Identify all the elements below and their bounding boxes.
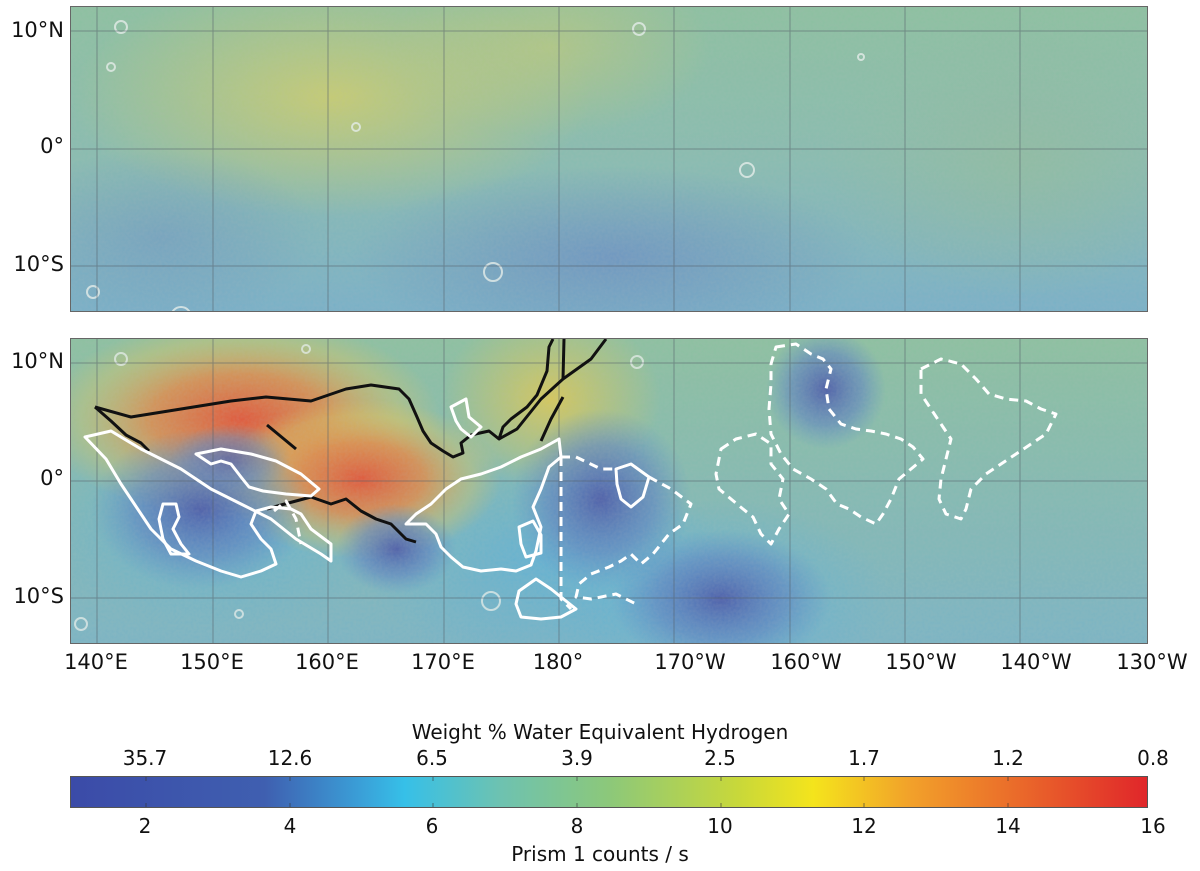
map-panel-top bbox=[70, 6, 1148, 312]
colorbar-top-tick: 6.5 bbox=[416, 746, 448, 770]
colorbar-bottom-tick: 12 bbox=[851, 814, 877, 838]
x-tick-label: 130°W bbox=[1116, 650, 1188, 674]
colorbar-top-tick: 12.6 bbox=[267, 746, 313, 770]
white-dashed-unit-outline bbox=[273, 342, 1058, 611]
x-tick-label: 160°E bbox=[295, 650, 359, 674]
colorbar-bottom-tick: 4 bbox=[283, 814, 297, 838]
colorbar bbox=[70, 776, 1148, 808]
colorbar-bottom-tick: 6 bbox=[425, 814, 439, 838]
black-unit-outline bbox=[94, 339, 608, 544]
y-tick-label-10s-bottom: 10°S bbox=[13, 584, 64, 608]
y-tick-label-10s-top: 10°S bbox=[13, 252, 64, 276]
white-unit-outline bbox=[83, 397, 651, 621]
colorbar-bottom-tick: 2 bbox=[138, 814, 152, 838]
x-tick-label: 160°W bbox=[770, 650, 842, 674]
map-panel-bottom bbox=[70, 338, 1148, 644]
colorbar-top-tick: 35.7 bbox=[122, 746, 168, 770]
x-tick-label: 150°E bbox=[180, 650, 244, 674]
colorbar-bottom-tick: 10 bbox=[707, 814, 733, 838]
x-tick-label: 180° bbox=[532, 650, 584, 674]
x-tick-label: 170°W bbox=[654, 650, 726, 674]
colorbar-top-tick: 1.7 bbox=[848, 746, 880, 770]
x-tick-label: 170°E bbox=[411, 650, 475, 674]
colorbar-top-tick: 2.5 bbox=[704, 746, 736, 770]
x-tick-label: 150°W bbox=[885, 650, 957, 674]
x-tick-label: 140°E bbox=[64, 650, 128, 674]
colorbar-title: Weight % Water Equivalent Hydrogen bbox=[411, 720, 789, 744]
colorbar-axis-label: Prism 1 counts / s bbox=[511, 842, 689, 866]
hydrogen-map-bottom bbox=[71, 339, 1147, 643]
y-tick-label-0-bottom: 0° bbox=[40, 466, 64, 490]
colorbar-bottom-tick: 14 bbox=[995, 814, 1021, 838]
hydrogen-map-top bbox=[71, 7, 1147, 311]
y-tick-label-0-top: 0° bbox=[40, 134, 64, 158]
y-tick-label-10n-bottom: 10°N bbox=[11, 349, 64, 373]
colorbar-top-tick: 3.9 bbox=[561, 746, 593, 770]
colorbar-top-tick: 1.2 bbox=[992, 746, 1024, 770]
colorbar-bottom-tick: 16 bbox=[1140, 814, 1166, 838]
y-tick-label-10n-top: 10°N bbox=[11, 18, 64, 42]
colorbar-top-tick: 0.8 bbox=[1137, 746, 1169, 770]
x-tick-label: 140°W bbox=[1000, 650, 1072, 674]
colorbar-bottom-tick: 8 bbox=[570, 814, 584, 838]
